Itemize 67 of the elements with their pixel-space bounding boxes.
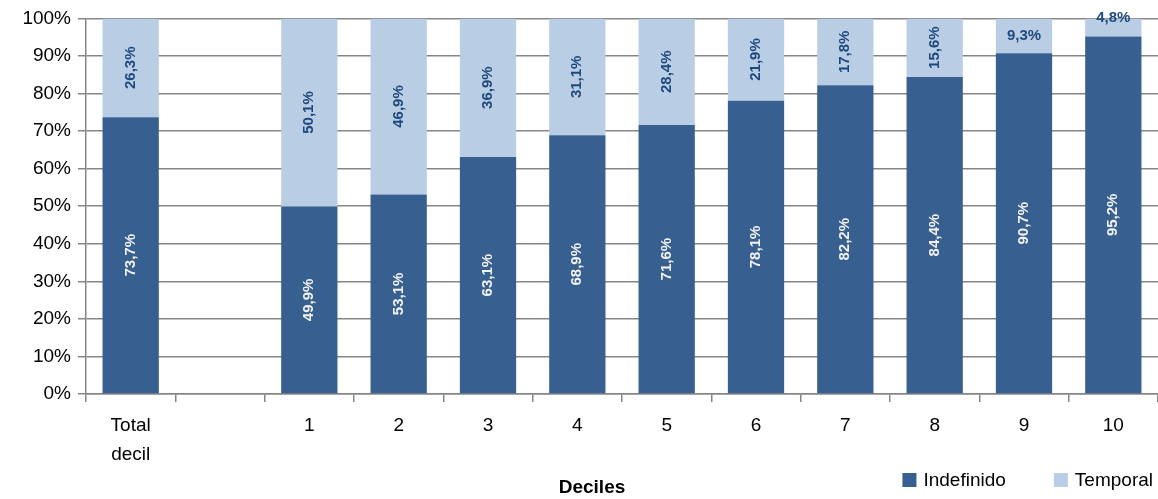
legend-label: Indefinido bbox=[923, 469, 1006, 491]
data-label: 78,1% bbox=[746, 225, 764, 269]
y-tick-label: 0% bbox=[43, 382, 72, 404]
data-label: 84,4% bbox=[924, 213, 942, 257]
x-tick-label: 7 bbox=[840, 414, 851, 436]
bar bbox=[459, 157, 517, 394]
bar bbox=[638, 125, 695, 394]
data-label: 15,6% bbox=[924, 26, 942, 69]
y-tick-label: 90% bbox=[32, 44, 72, 66]
data-label: 49,9% bbox=[299, 278, 317, 322]
bar bbox=[102, 117, 159, 394]
data-label: 9,3% bbox=[1006, 26, 1042, 44]
data-label: 82,2% bbox=[835, 217, 853, 261]
bar bbox=[906, 18, 963, 77]
y-tick-label: 50% bbox=[32, 194, 72, 216]
bar bbox=[906, 76, 963, 394]
data-label: 73,7% bbox=[120, 233, 138, 277]
bar bbox=[727, 18, 785, 101]
bar bbox=[281, 206, 338, 394]
y-tick-label: 10% bbox=[32, 344, 72, 366]
bar bbox=[102, 18, 159, 118]
y-tick-label: 80% bbox=[32, 81, 72, 103]
x-tick-label: 8 bbox=[929, 414, 940, 436]
x-tick-label: 6 bbox=[750, 414, 762, 436]
x-axis-title: Deciles bbox=[558, 475, 626, 497]
bar bbox=[281, 18, 338, 207]
data-label: 36,9% bbox=[478, 66, 496, 109]
x-tick-label: 10 bbox=[1102, 414, 1124, 436]
data-label: 63,1% bbox=[478, 253, 496, 297]
bar bbox=[370, 194, 427, 394]
x-tick-label: 4 bbox=[572, 414, 584, 436]
bar bbox=[549, 18, 606, 136]
x-tick-label: Total decil bbox=[110, 414, 151, 464]
y-tick-label: 30% bbox=[32, 269, 72, 291]
legend-label: Temporal bbox=[1074, 469, 1154, 491]
bar bbox=[817, 85, 874, 394]
data-label: 50,1% bbox=[299, 91, 317, 134]
y-tick-label: 100% bbox=[22, 6, 72, 28]
data-label: 21,9% bbox=[746, 38, 764, 81]
data-label: 90,7% bbox=[1014, 202, 1032, 245]
x-tick-label: 2 bbox=[393, 414, 404, 436]
bar bbox=[549, 135, 606, 394]
x-tick-label: 9 bbox=[1018, 414, 1030, 436]
bar bbox=[727, 100, 785, 394]
data-label: 4,8% bbox=[1096, 7, 1131, 25]
data-label: 26,3% bbox=[120, 46, 138, 90]
x-tick-label: 1 bbox=[304, 414, 315, 436]
bar bbox=[1085, 36, 1142, 394]
data-label: 17,8% bbox=[835, 30, 853, 74]
bar bbox=[459, 18, 517, 157]
y-tick-label: 20% bbox=[32, 307, 72, 329]
data-label: 53,1% bbox=[388, 272, 406, 316]
data-label: 28,4% bbox=[656, 50, 674, 94]
y-tick-label: 70% bbox=[32, 119, 72, 141]
data-label: 71,6% bbox=[656, 237, 674, 281]
data-label: 31,1% bbox=[567, 55, 585, 99]
bar bbox=[638, 18, 695, 126]
y-tick-label: 60% bbox=[32, 156, 72, 178]
y-tick-label: 40% bbox=[32, 231, 72, 253]
data-label: 95,2% bbox=[1103, 193, 1121, 237]
x-tick-label: 5 bbox=[661, 414, 672, 436]
bar bbox=[995, 53, 1053, 394]
data-label: 68,9% bbox=[567, 242, 585, 286]
data-label: 46,9% bbox=[388, 85, 406, 128]
x-tick-label: 3 bbox=[482, 414, 494, 436]
bar bbox=[817, 18, 874, 86]
bar bbox=[370, 18, 427, 195]
